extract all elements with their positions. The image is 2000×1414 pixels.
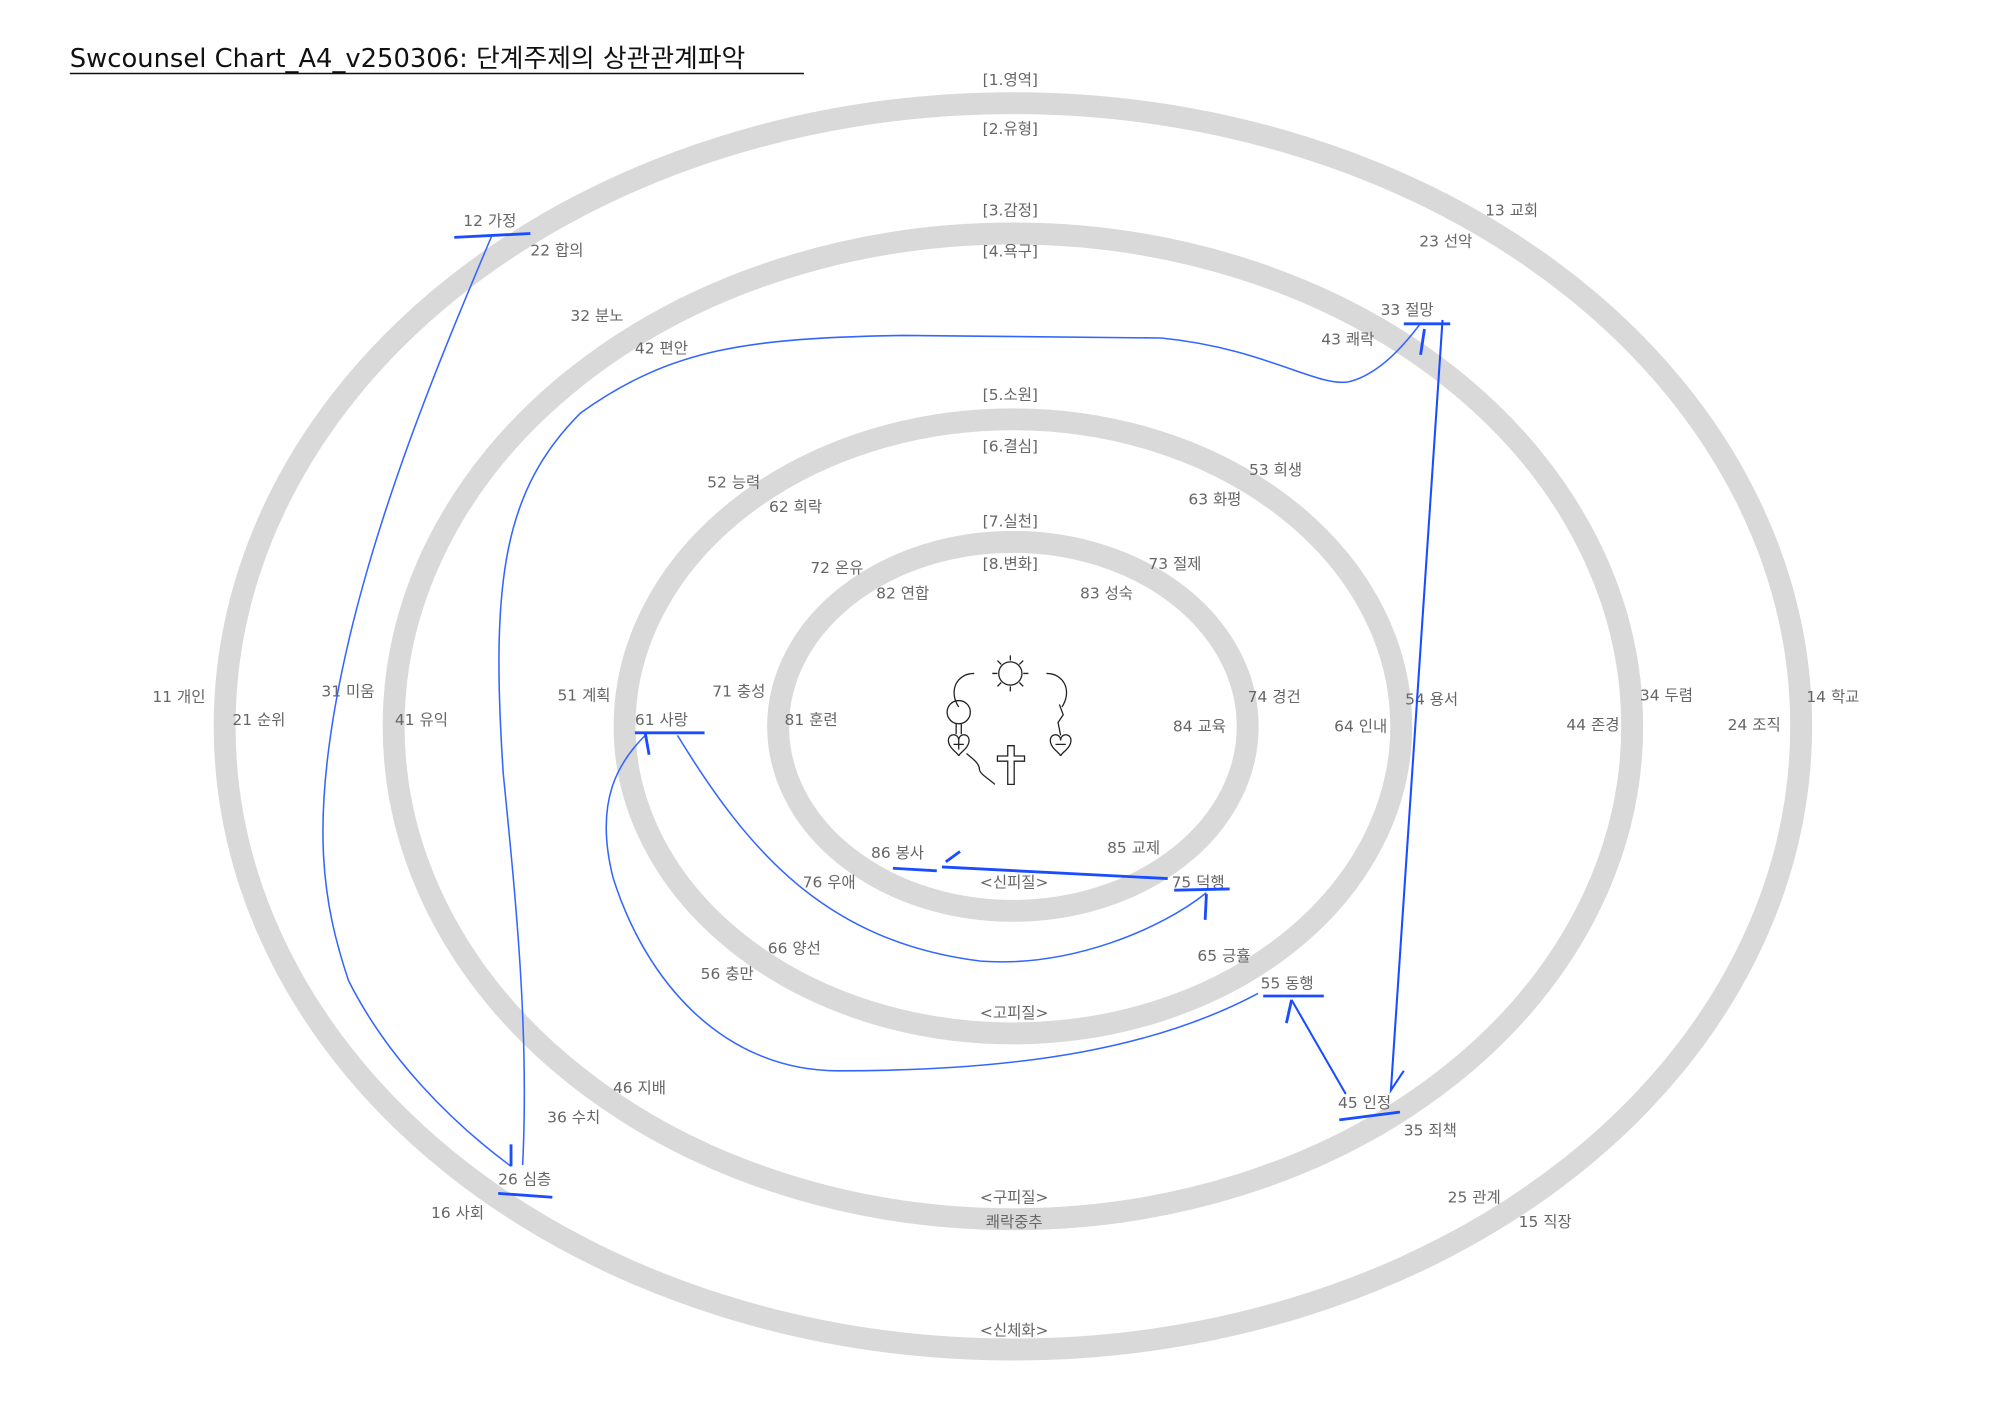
item-label: 62 희락 xyxy=(769,498,822,516)
item-label: 25 관계 xyxy=(1448,1188,1501,1206)
link-12-26 xyxy=(322,235,512,1167)
item-label: 26 심층 xyxy=(498,1170,551,1188)
item-label: 45 인정 xyxy=(1338,1094,1391,1112)
item-label: 43 쾌락 xyxy=(1321,330,1374,348)
dead-branch-icon xyxy=(1057,704,1064,736)
heading-4: [4.욕구] xyxy=(983,243,1038,261)
tree-icon xyxy=(946,699,971,735)
item-label: 11 개인 xyxy=(152,688,205,706)
item-label: 44 존경 xyxy=(1566,716,1619,734)
item-label: 72 온유 xyxy=(810,559,863,577)
item-label: 52 능력 xyxy=(707,474,760,492)
zone-label: 쾌락중추 xyxy=(986,1213,1043,1231)
heading-5: [5.소원] xyxy=(983,386,1038,404)
item-label: 66 양선 xyxy=(768,939,821,957)
heading-7: [7.실천] xyxy=(983,512,1038,530)
item-label: 56 충만 xyxy=(701,965,754,983)
item-label: 54 용서 xyxy=(1405,690,1458,708)
item-label: 12 가정 xyxy=(463,212,516,230)
zone-label: <고피질> xyxy=(980,1004,1049,1022)
item-label: 23 선악 xyxy=(1419,232,1472,250)
item-label: 51 계획 xyxy=(557,687,610,705)
zone-label: <신체화> xyxy=(980,1321,1049,1339)
item-label: 46 지배 xyxy=(613,1079,666,1097)
arrow-tick xyxy=(643,732,651,755)
item-label: 34 두렴 xyxy=(1640,687,1693,705)
item-label: 85 교제 xyxy=(1107,839,1160,857)
arrow-tick xyxy=(944,850,961,863)
item-label: 33 절망 xyxy=(1381,301,1434,319)
center-illustration xyxy=(946,655,1072,786)
ring-3-4 xyxy=(382,222,1644,1231)
arrow-curve-icon xyxy=(1046,672,1068,708)
link-45-55 xyxy=(1290,999,1347,1095)
zone-label: <구피질> xyxy=(980,1188,1049,1206)
heading-1: [1.영역] xyxy=(983,71,1038,89)
zone-label: <신피질> xyxy=(980,874,1049,892)
heading-3: [3.감정] xyxy=(983,201,1038,219)
item-label: 82 연합 xyxy=(876,585,929,603)
item-label: 55 동행 xyxy=(1261,974,1314,992)
item-label: 83 성숙 xyxy=(1080,585,1133,603)
arrow-tick xyxy=(1285,999,1293,1024)
item-label: 86 봉사 xyxy=(871,844,924,862)
item-label: 42 편안 xyxy=(635,339,688,357)
sun-icon xyxy=(992,655,1029,692)
item-label: 63 화평 xyxy=(1188,490,1241,508)
item-label: 81 훈련 xyxy=(785,711,838,729)
highlight-underline xyxy=(498,1191,553,1199)
arrow-curve-icon xyxy=(953,672,975,708)
item-label: 15 직장 xyxy=(1519,1213,1572,1231)
item-label: 21 순위 xyxy=(232,711,285,729)
item-label: 32 분노 xyxy=(570,307,623,325)
item-labels: 12 가정 22 합의 32 분노 42 편안 13 교회 23 선악 33 절… xyxy=(152,201,1859,1230)
heading-2: [2.유형] xyxy=(983,120,1038,138)
item-label: 74 경건 xyxy=(1248,688,1301,706)
item-label: 75 덕행 xyxy=(1172,874,1225,892)
arrow-tick xyxy=(1419,328,1426,356)
item-label: 13 교회 xyxy=(1485,201,1538,219)
highlight-underline xyxy=(454,232,531,239)
item-label: 24 조직 xyxy=(1728,716,1781,734)
item-label: 35 죄책 xyxy=(1404,1121,1457,1139)
link-55-61 xyxy=(605,734,1259,1072)
wave-icon xyxy=(966,752,996,785)
item-label: 14 학교 xyxy=(1806,688,1859,706)
heart-minus-icon xyxy=(1049,734,1072,757)
item-label: 53 희생 xyxy=(1249,461,1302,479)
item-label: 64 인내 xyxy=(1334,718,1387,736)
heading-8: [8.변화] xyxy=(983,555,1038,573)
cross-icon xyxy=(996,745,1026,786)
ring-5-6 xyxy=(613,408,1413,1045)
link-33-45 xyxy=(1389,319,1444,1094)
heading-6: [6.결심] xyxy=(983,438,1038,456)
ring-7-8 xyxy=(767,530,1259,922)
item-label: 41 유익 xyxy=(395,711,448,729)
item-label: 22 합의 xyxy=(530,241,583,259)
page-title: Swcounsel Chart_A4_v250306: 단계주제의 상관관계파악 xyxy=(70,44,745,74)
item-label: 71 충성 xyxy=(712,683,765,701)
item-label: 65 긍휼 xyxy=(1197,947,1250,965)
ring-1-2 xyxy=(213,92,1813,1361)
correlation-links xyxy=(322,232,1451,1199)
heart-plus-icon xyxy=(947,734,970,757)
item-label: 76 우애 xyxy=(803,874,856,892)
item-label: 84 교육 xyxy=(1173,718,1226,736)
arrow-tick xyxy=(1203,894,1208,920)
item-label: 16 사회 xyxy=(431,1204,484,1222)
link-86-75 xyxy=(941,865,1168,881)
item-label: 73 절제 xyxy=(1148,555,1201,573)
item-label: 61 사랑 xyxy=(635,711,688,729)
highlight-underline xyxy=(1339,1110,1401,1122)
link-26-33 xyxy=(498,324,1420,1166)
item-label: 31 미움 xyxy=(321,683,374,701)
highlight-underline xyxy=(1174,887,1230,892)
link-61-75 xyxy=(676,734,1207,963)
highlight-underline xyxy=(892,866,937,873)
item-label: 36 수치 xyxy=(547,1108,600,1126)
